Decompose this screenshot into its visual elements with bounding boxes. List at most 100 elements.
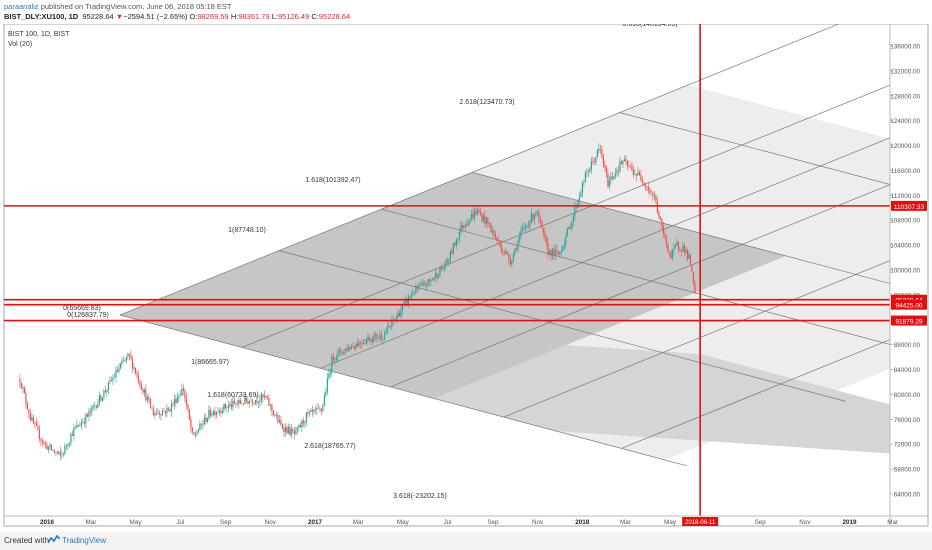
- candle-body: [485, 217, 488, 224]
- price-badge-text-3: 91879.29: [895, 319, 922, 326]
- candle-body: [472, 214, 474, 219]
- candle-body: [37, 425, 39, 429]
- candle-body: [338, 349, 341, 352]
- date-badge-text: 2018-06-11: [685, 520, 716, 526]
- candle-body: [586, 172, 588, 173]
- candle-body: [236, 403, 239, 405]
- candle-body: [421, 282, 423, 286]
- candle-body: [341, 353, 344, 354]
- candle-body: [221, 411, 224, 413]
- candle-body: [445, 260, 447, 268]
- candle-body: [47, 446, 50, 450]
- candle-body: [271, 404, 273, 411]
- candle-body: [365, 339, 368, 344]
- x-tick-label: May: [397, 519, 410, 526]
- candle-body: [488, 223, 491, 225]
- chart-area[interactable]: 3.618(145154.99) 2.618(123470.73) 1.618(10…: [0, 24, 932, 530]
- down-arrow-icon: ▼: [115, 12, 124, 21]
- candle-body: [494, 233, 497, 238]
- candle-body: [329, 371, 332, 374]
- candle-body: [344, 348, 347, 351]
- candle-body: [98, 395, 101, 404]
- candle-body: [97, 403, 99, 408]
- candle-body: [574, 207, 576, 216]
- chart-legend: BIST 100, 1D, BIST Vol (20): [8, 30, 69, 50]
- candle-body: [187, 404, 189, 410]
- x-tick-label: Mar: [86, 519, 97, 526]
- candle-body: [463, 225, 465, 228]
- candle-body: [598, 148, 600, 151]
- y-tick-label: 100000.00: [890, 268, 920, 275]
- open-value: 98269.59: [197, 12, 229, 21]
- candle-body: [616, 170, 618, 174]
- candle-body: [238, 400, 240, 404]
- candle-body: [419, 285, 422, 286]
- candle-body: [490, 224, 492, 233]
- tradingview-link[interactable]: TradingView: [62, 536, 107, 545]
- candle-body: [680, 250, 683, 252]
- candle-body: [454, 243, 456, 246]
- candle-body: [647, 186, 650, 190]
- candle-body: [115, 370, 117, 378]
- candle-body: [562, 246, 564, 252]
- candle-body: [568, 226, 570, 229]
- candle-body: [514, 248, 516, 254]
- x-tick-label: May: [130, 519, 143, 526]
- candle-body: [34, 422, 36, 424]
- author-link[interactable]: paraanaliz: [4, 2, 39, 11]
- candle-body: [449, 250, 452, 260]
- candle-body: [634, 174, 636, 175]
- candle-body: [676, 242, 678, 246]
- fib-channel-line-up-0: [119, 24, 840, 316]
- candle-body: [565, 236, 567, 244]
- candle-body: [122, 360, 125, 362]
- candle-body: [215, 412, 218, 416]
- open-label: O:: [189, 12, 198, 21]
- candle-body: [145, 389, 147, 401]
- candle-body: [28, 409, 30, 415]
- candle-body: [340, 349, 342, 354]
- candle-body: [512, 253, 515, 261]
- candle-body: [425, 285, 428, 287]
- y-tick-label: 132000.00: [890, 68, 920, 75]
- candle-body: [682, 245, 684, 252]
- candle-body: [113, 377, 116, 379]
- candle-body: [44, 443, 47, 445]
- candle-body: [209, 409, 212, 416]
- candle-body: [293, 431, 296, 434]
- candle-body: [529, 221, 531, 227]
- candle-body: [164, 411, 167, 414]
- candle-body: [32, 417, 35, 423]
- candle-body: [266, 397, 269, 399]
- candle-body: [380, 334, 383, 340]
- candle-body: [254, 400, 257, 404]
- candle-body: [473, 210, 476, 219]
- candle-body: [461, 224, 464, 228]
- candle-body: [172, 404, 174, 405]
- price-badge-2: [891, 299, 927, 310]
- candle-body: [101, 397, 104, 401]
- fib-level-label: 1(86665.97): [191, 359, 229, 366]
- candle-body: [275, 415, 278, 416]
- candle-body: [233, 400, 236, 404]
- candle-body: [220, 410, 222, 413]
- candle-body: [317, 407, 320, 409]
- candle-body: [614, 173, 617, 177]
- candle-body: [194, 434, 197, 436]
- y-tick-label: 84000.00: [894, 367, 921, 374]
- candle-body: [439, 267, 441, 277]
- candle-body: [509, 259, 512, 265]
- candle-body: [566, 228, 569, 237]
- candle-body: [296, 427, 299, 430]
- price-chart[interactable]: 3.618(145154.99) 2.618(123470.73) 1.618(10…: [0, 24, 932, 530]
- candle-body: [95, 405, 98, 408]
- x-tick-label: Jul: [176, 519, 184, 526]
- fib-level-label: 2.618(18765.77): [304, 443, 355, 450]
- candle-body: [229, 404, 231, 406]
- candle-body: [226, 407, 228, 409]
- candle-body: [677, 242, 680, 249]
- price-badge-1: [891, 294, 927, 305]
- candle-body: [188, 409, 191, 420]
- candle-body: [464, 225, 467, 226]
- candle-body: [536, 211, 539, 214]
